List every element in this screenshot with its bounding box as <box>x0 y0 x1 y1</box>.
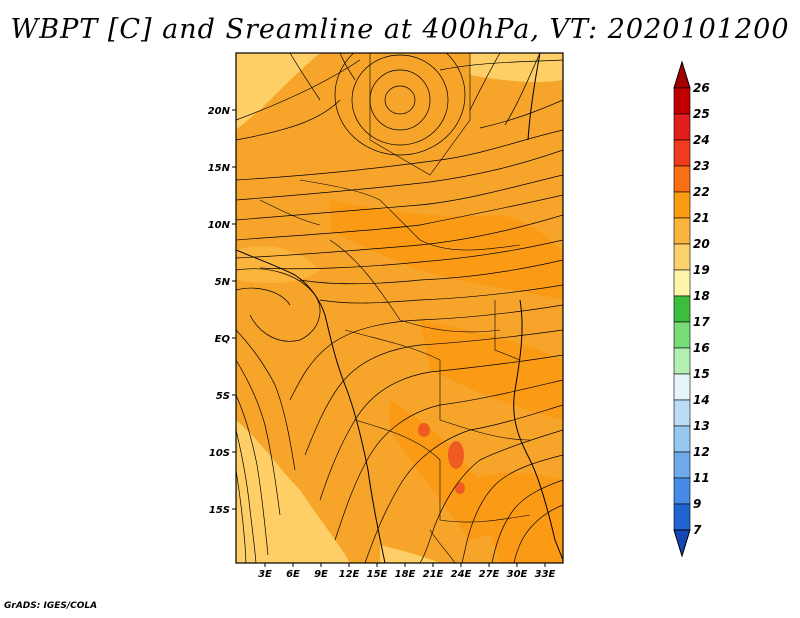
country-borders <box>259 53 531 563</box>
colorbar-label: 26 <box>693 81 710 95</box>
lat-label: 20N <box>208 106 231 117</box>
lon-label: 33E <box>535 569 556 580</box>
lon-label: 15E <box>367 569 388 580</box>
colorbar-swatch <box>673 425 691 453</box>
colorbar-swatch <box>673 373 691 401</box>
colorbar-swatch <box>673 191 691 219</box>
colorbar-label: 24 <box>693 133 710 147</box>
lon-label: 9E <box>314 569 328 580</box>
colorbar-swatch <box>673 113 691 141</box>
lat-label: 5S <box>216 391 230 402</box>
wbpt-field <box>236 53 563 563</box>
colorbar-lower-arrow <box>673 529 691 558</box>
lat-axis: 20N 15N 10N 5N EQ 5S 10S 15S <box>208 106 236 516</box>
colorbar-swatch <box>673 321 691 349</box>
lat-label: 15N <box>208 163 231 174</box>
lon-label: 30E <box>507 569 528 580</box>
grads-credit: GrADS: IGES/COLA <box>4 601 98 611</box>
colorbar-label: 16 <box>693 341 710 355</box>
colorbar-swatch <box>673 399 691 427</box>
lat-label: EQ <box>215 334 231 345</box>
colorbar-label: 22 <box>693 185 710 199</box>
colorbar-swatch <box>673 139 691 167</box>
lon-label: 21E <box>423 569 444 580</box>
colorbar-swatch <box>673 217 691 245</box>
streamlines <box>236 53 563 563</box>
colorbar-label: 11 <box>693 471 710 485</box>
colorbar-label: 21 <box>693 211 710 225</box>
colorbar-upper-arrow <box>673 60 691 89</box>
colorbar-swatch <box>673 451 691 479</box>
lon-label: 3E <box>258 569 272 580</box>
colorbar-swatch <box>673 295 691 323</box>
colorbar-label: 20 <box>693 237 710 251</box>
lat-label: 5N <box>215 277 231 288</box>
colorbar-swatch <box>673 165 691 193</box>
colorbar-swatch <box>673 347 691 375</box>
map-frame <box>235 52 564 564</box>
colorbar-label: 18 <box>693 289 710 303</box>
map-title: WBPT [C] and Sreamline at 400hPa, VT: 20… <box>10 14 790 45</box>
colorbar-label: 9 <box>693 497 701 511</box>
coastline <box>236 53 563 563</box>
colorbar-swatch <box>673 269 691 297</box>
colorbar-swatch <box>673 243 691 271</box>
colorbar-label: 7 <box>693 523 702 537</box>
lon-label: 18E <box>395 569 416 580</box>
colorbar-label: 25 <box>693 107 710 121</box>
lat-label: 10S <box>209 448 230 459</box>
lat-label: 10N <box>208 220 231 231</box>
lat-label: 15S <box>209 505 230 516</box>
colorbar-label: 14 <box>693 393 710 407</box>
colorbar-label: 17 <box>693 315 710 329</box>
colorbar-label: 15 <box>693 367 710 381</box>
lon-label: 6E <box>286 569 300 580</box>
colorbar-swatch <box>673 477 691 505</box>
colorbar-label: 23 <box>693 159 710 173</box>
colorbar-label: 12 <box>693 445 710 459</box>
colorbar: 26 25 24 23 22 21 20 19 18 17 16 15 14 13 12 11 9 7 <box>673 60 710 558</box>
colorbar-swatch <box>673 503 691 531</box>
colorbar-swatch <box>673 87 691 115</box>
lon-label: 27E <box>479 569 500 580</box>
colorbar-label: 19 <box>693 263 710 277</box>
lon-label: 24E <box>451 569 472 580</box>
lon-axis: 3E 6E 9E 12E 15E 18E 21E 24E 27E 30E 33E <box>258 563 556 580</box>
lon-label: 12E <box>339 569 360 580</box>
colorbar-label: 13 <box>693 419 710 433</box>
